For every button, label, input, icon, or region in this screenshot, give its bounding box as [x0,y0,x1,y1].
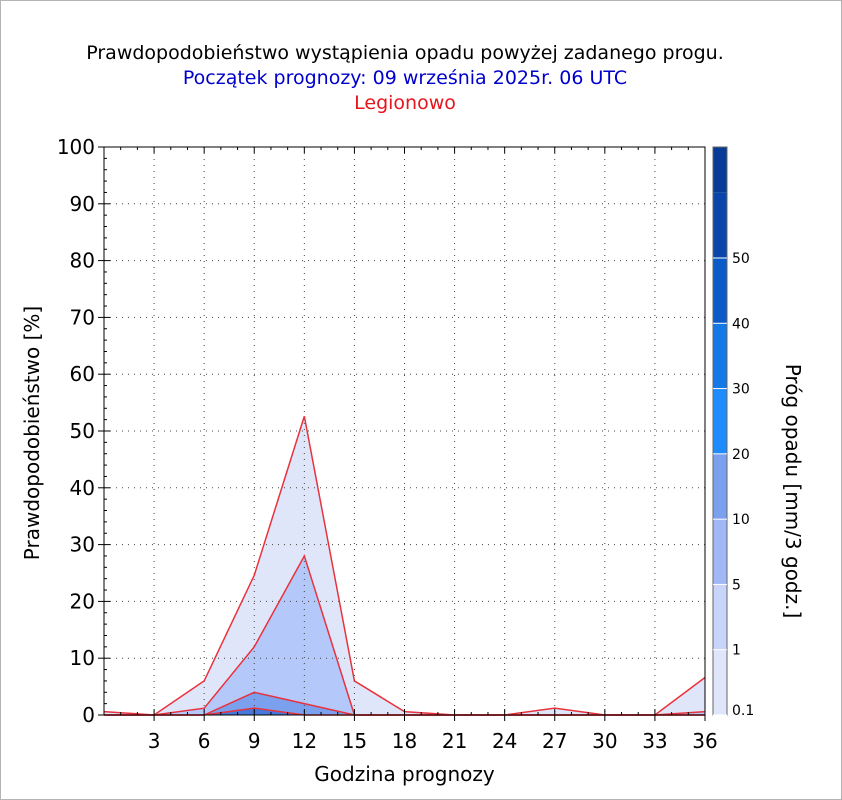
y-tick-label: 100 [57,135,95,159]
colorbar-segment [713,453,727,520]
x-tick-label: 15 [342,729,367,753]
colorbar-segment [713,388,727,454]
x-tick-label: 12 [292,729,317,753]
colorbar: 0.1 1 5 10 20 30 40 50 [712,146,754,719]
series-line-0-1 [103,416,706,716]
y-tick-label: 90 [70,192,95,216]
colorbar-segment [713,192,727,258]
colorbar-segment [713,649,727,715]
y-tick-label: 60 [70,362,95,386]
colorbar-label: 0.1 [732,703,754,719]
colorbar-segment [713,584,727,650]
colorbar-label: 30 [732,382,750,398]
y-tick-label: 20 [70,589,95,613]
y-tick-label: 70 [70,305,95,329]
x-tick-label: 33 [642,729,667,753]
x-tick-label: 30 [592,729,617,753]
x-tick-label: 9 [248,729,261,753]
y-axis-title: Prawdopodobieństwo [%] [20,306,44,560]
grid-lines [104,147,705,715]
y-tick-label: 80 [70,249,95,273]
chart-subtitle-forecast-start: Początek prognozy: 09 września 2025r. 06… [182,67,628,89]
colorbar-segment [713,519,727,585]
y-tick-label: 40 [70,476,95,500]
colorbar-label: 10 [732,512,750,528]
chart-subtitle-location: Legionowo [354,92,456,114]
y-tick-label: 50 [70,419,95,443]
x-tick-label: 21 [442,729,467,753]
x-tick-label: 24 [492,729,517,753]
x-axis-title: Godzina prognozy [314,762,495,786]
colorbar-label: 20 [732,447,750,463]
x-tick-label: 6 [198,729,211,753]
area-layers [104,416,705,715]
colorbar-label: 40 [732,316,750,332]
colorbar-label: 5 [732,577,741,593]
x-tick-label: 3 [148,729,161,753]
colorbar-label: 50 [732,251,750,267]
y-tick-label: 30 [70,533,95,557]
colorbar-title: Próg opadu [mm/3 godz.] [781,364,805,619]
colorbar-segment [713,147,727,193]
x-tick-label: 27 [542,729,567,753]
x-tick-label: 36 [692,729,717,753]
y-tick-label: 0 [82,703,95,727]
x-tick-label: 18 [392,729,417,753]
colorbar-segment [713,257,727,324]
area-threshold-0-1 [104,416,705,715]
series-lines [103,416,706,716]
y-tick-label: 10 [70,646,95,670]
colorbar-segment [713,323,727,389]
chart-title: Prawdopodobieństwo wystąpienia opadu pow… [86,42,724,64]
colorbar-label: 1 [732,643,741,659]
